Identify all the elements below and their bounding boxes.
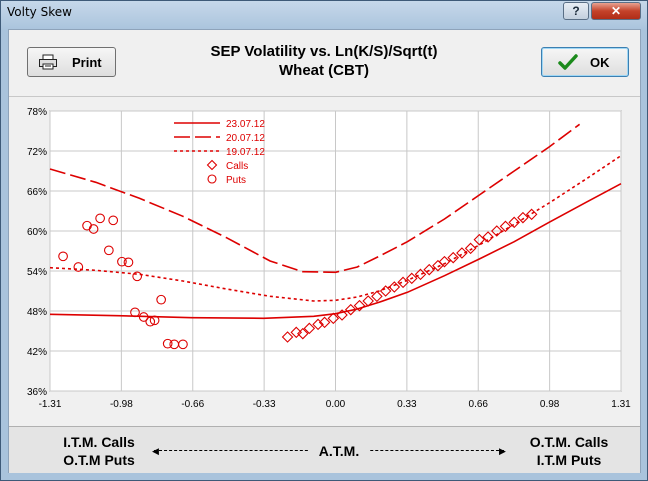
- chart-title-line1: SEP Volatility vs. Ln(K/S)/Sqrt(t): [210, 43, 438, 60]
- puts-point: [88, 224, 99, 234]
- calls-point: [508, 216, 520, 229]
- arrow-left-icon: ◀: [152, 446, 159, 456]
- y-tick-label: 66%: [27, 187, 47, 198]
- arrow-right-icon: ▶: [499, 446, 506, 456]
- calls-point: [414, 268, 427, 281]
- calls-point: [371, 290, 383, 303]
- calls-point: [406, 272, 418, 285]
- x-tick-label: -0.33: [253, 399, 276, 410]
- calls-point: [482, 231, 494, 243]
- chart-title-line2: Wheat (CBT): [279, 62, 369, 79]
- calls-point: [327, 312, 340, 325]
- otm-calls-text: O.T.M. Calls: [529, 434, 609, 450]
- puts-point: [95, 213, 105, 224]
- legend-label: 19.07.12: [226, 147, 265, 158]
- itm-calls-otm-puts-label: I.T.M. Calls O.T.M Puts: [49, 433, 149, 469]
- legend-swatch: [207, 174, 217, 184]
- calls-point: [312, 318, 324, 331]
- puts-point: [117, 256, 127, 267]
- window-title: Volty Skew: [7, 5, 72, 19]
- puts-point: [138, 312, 149, 322]
- puts-point: [156, 294, 166, 305]
- calls-point: [499, 220, 512, 233]
- y-tick-label: 78%: [27, 107, 47, 118]
- x-tick-label: 0.33: [397, 399, 417, 410]
- dialog-client: Print SEP Volatility vs. Ln(K/S)/Sqrt(t)…: [8, 29, 641, 473]
- calls-point: [303, 322, 316, 335]
- puts-point: [73, 262, 84, 272]
- calls-point: [447, 251, 459, 264]
- chart-area: -1.31 -0.98 -0.66 -0.33 0.00 0.33 0.66 0.98 1.31…: [9, 96, 640, 429]
- title-bar[interactable]: Volty Skew ? ✕: [1, 1, 647, 23]
- y-tick-label: 72%: [27, 147, 47, 158]
- print-button[interactable]: Print: [27, 47, 116, 77]
- calls-point: [362, 295, 374, 307]
- series-line-20-07-12: [49, 123, 581, 274]
- calls-point: [397, 276, 409, 289]
- y-tick-label: 54%: [27, 267, 47, 278]
- y-tick-label: 36%: [27, 387, 47, 398]
- help-button[interactable]: ?: [563, 2, 589, 20]
- otm-calls-itm-puts-label: O.T.M. Calls I.T.M Puts: [514, 433, 624, 469]
- puts-point: [162, 338, 173, 349]
- calls-point: [290, 326, 303, 339]
- x-tick-label: -0.98: [110, 399, 133, 410]
- calls-point: [473, 233, 486, 246]
- otm-puts-text: O.T.M Puts: [63, 452, 135, 468]
- y-tick-label: 60%: [27, 227, 47, 238]
- chart-title: SEP Volatility vs. Ln(K/S)/Sqrt(t) Wheat…: [159, 42, 489, 80]
- puts-point: [130, 307, 140, 318]
- calls-point: [464, 242, 477, 255]
- y-tick-label: 42%: [27, 347, 47, 358]
- puts-point: [132, 271, 143, 282]
- y-tick-label: 48%: [27, 307, 47, 318]
- calls-point: [525, 208, 538, 221]
- atm-label: A.T.M.: [309, 442, 369, 460]
- legend-label: Puts: [226, 175, 246, 186]
- calls-point: [423, 263, 435, 276]
- itm-calls-text: I.T.M. Calls: [63, 434, 135, 450]
- calls-point: [388, 281, 401, 293]
- puts-point: [123, 257, 134, 268]
- calls-point: [517, 211, 529, 224]
- puts-point: [103, 245, 114, 256]
- calls-point: [438, 255, 451, 268]
- calls-point: [281, 331, 294, 343]
- x-tick-label: 1.31: [611, 399, 631, 410]
- skew-chart: -1.31 -0.98 -0.66 -0.33 0.00 0.33 0.66 0.98 1.31…: [27, 107, 631, 410]
- header: Print SEP Volatility vs. Ln(K/S)/Sqrt(t)…: [9, 30, 640, 96]
- calls-point: [318, 316, 331, 329]
- calls-point: [379, 285, 392, 297]
- puts-point: [58, 251, 68, 262]
- close-button[interactable]: ✕: [591, 2, 641, 20]
- printer-icon: [38, 54, 58, 73]
- puts-point: [149, 315, 160, 326]
- legend-label: 23.07.12: [226, 119, 265, 130]
- calls-point: [456, 247, 468, 259]
- legend-swatch: [206, 159, 218, 171]
- legend-label: 20.07.12: [226, 133, 265, 144]
- calls-point: [344, 303, 357, 316]
- puts-point: [108, 215, 119, 226]
- calls-point: [336, 309, 348, 321]
- checkmark-icon: [558, 53, 578, 74]
- ok-button[interactable]: OK: [541, 47, 629, 77]
- calls-point: [297, 327, 309, 340]
- calls-point: [490, 225, 503, 237]
- calls-point: [353, 299, 366, 312]
- puts-point: [178, 339, 188, 350]
- moneyness-footer: I.T.M. Calls O.T.M Puts ◀ ▶ A.T.M. O.T.M…: [9, 426, 640, 473]
- series-line-23-07-12: [49, 182, 622, 320]
- ok-button-label: OK: [590, 55, 610, 70]
- x-tick-label: -1.31: [39, 399, 62, 410]
- x-tick-label: 0.00: [326, 399, 346, 410]
- x-tick-label: 0.66: [469, 399, 489, 410]
- itm-puts-text: I.T.M Puts: [536, 452, 602, 468]
- puts-point: [145, 316, 156, 327]
- x-tick-label: 0.98: [540, 399, 560, 410]
- legend-label: Calls: [226, 161, 248, 172]
- print-button-label: Print: [72, 55, 102, 70]
- x-tick-label: -0.66: [181, 399, 204, 410]
